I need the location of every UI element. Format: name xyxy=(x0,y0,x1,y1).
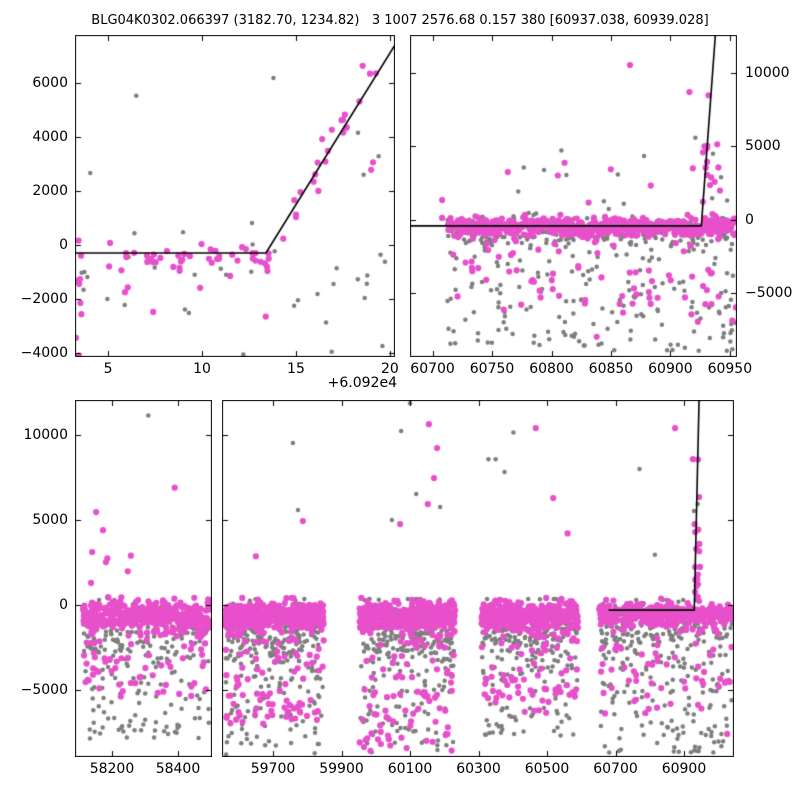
figure-title: BLG04K0302.066397 (3182.70, 1234.82) 3 1… xyxy=(91,13,709,28)
plot-bottom-recent-segment-canvas xyxy=(222,400,734,757)
x-tick-label: 59900 xyxy=(319,761,364,777)
x-tick-label: 60800 xyxy=(529,361,574,377)
y-tick-label: 0 xyxy=(59,597,68,614)
y-tick-label: −5000 xyxy=(745,285,793,302)
y-tick-label: 5000 xyxy=(32,512,68,529)
y-tick-label: 0 xyxy=(745,211,754,228)
x-tick-label: 59700 xyxy=(250,761,296,777)
y-tick-label: 4000 xyxy=(32,128,68,145)
x-tick-label: 10 xyxy=(193,361,211,377)
x-tick-label: 20 xyxy=(381,361,399,377)
x-tick-label: 60950 xyxy=(707,361,753,377)
x-tick-label: 60900 xyxy=(661,761,707,777)
x-tick-label: 60300 xyxy=(456,761,501,777)
y-tick-label: 5000 xyxy=(745,138,781,155)
y-tick-label: 10000 xyxy=(745,64,790,81)
x-tick-label: 60900 xyxy=(648,361,693,377)
x-tick-label: 60500 xyxy=(524,761,570,777)
y-tick-label: 6000 xyxy=(32,74,68,91)
x-tick-label: 60850 xyxy=(588,361,634,377)
x-axis-offset-label: +6.092e4 xyxy=(327,375,397,391)
y-tick-label: 10000 xyxy=(23,427,68,444)
y-tick-label: −5000 xyxy=(20,682,68,699)
x-tick-label: 15 xyxy=(287,361,305,377)
x-tick-label: 58200 xyxy=(89,761,135,777)
plot-top-right-canvas xyxy=(410,35,737,357)
plot-top-left-canvas xyxy=(75,35,395,357)
x-tick-label: 58400 xyxy=(155,761,201,777)
x-tick-label: 60750 xyxy=(469,361,515,377)
x-tick-label: 60700 xyxy=(410,361,455,377)
y-tick-label: 2000 xyxy=(32,182,68,199)
plot-bottom-early-segment-canvas xyxy=(75,400,212,757)
y-tick-label: −2000 xyxy=(20,290,68,307)
y-tick-label: −4000 xyxy=(20,344,68,361)
x-tick-label: 60100 xyxy=(387,761,433,777)
x-tick-label: 5 xyxy=(103,361,113,377)
x-tick-label: 60700 xyxy=(593,761,638,777)
y-tick-label: 0 xyxy=(59,236,68,253)
